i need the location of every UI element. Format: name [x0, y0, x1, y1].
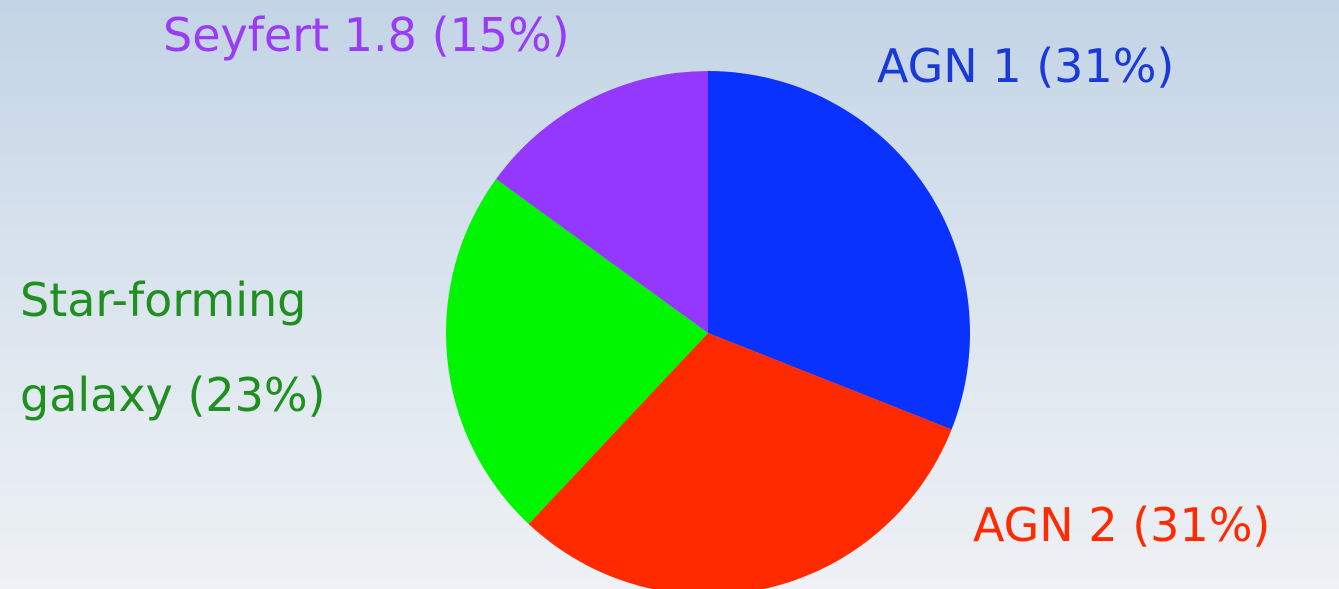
category-label: Seyfert 1.8	[163, 8, 417, 62]
slice-label: AGN 1 (31%)	[877, 19, 1317, 114]
value-label: (23%)	[187, 368, 326, 422]
category-label: AGN 1	[877, 39, 1022, 93]
pie-slice	[708, 71, 970, 430]
pie-slice	[445, 179, 708, 524]
category-label: AGN 2	[973, 498, 1118, 552]
slice-label: Star-forming galaxy (23%)	[20, 253, 400, 443]
category-label: Star-forming galaxy	[20, 273, 307, 422]
slice-label: AGN 2 (31%)	[973, 478, 1339, 573]
value-label: (15%)	[431, 8, 570, 62]
pie-slice	[528, 333, 952, 589]
value-label: (31%)	[1036, 39, 1175, 93]
value-label: (31%)	[1132, 498, 1271, 552]
pie-slice	[496, 71, 708, 333]
slice-label: Seyfert 1.8 (15%)	[163, 0, 683, 83]
